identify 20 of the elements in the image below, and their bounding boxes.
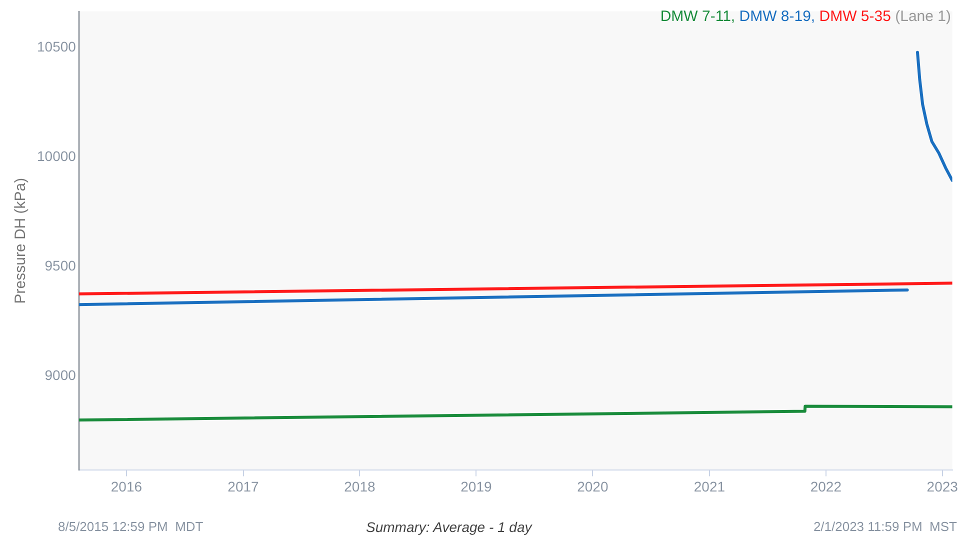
text: DMW 8-19,: [739, 8, 816, 25]
legend-title: (Lane 1): [894, 8, 951, 25]
x-tick-label: 2016: [110, 478, 142, 494]
x-tick-label: 2021: [694, 478, 726, 494]
text: Summary: Average - 1 day: [366, 519, 532, 535]
text: 2/1/2023 11:59 PM MST: [813, 519, 957, 534]
text: DMW 7-11,: [660, 8, 736, 25]
x-tick-label: 2017: [228, 478, 260, 494]
text: 8/5/2015 12:59 PM MDT: [58, 519, 204, 534]
x-tick-label: 2022: [810, 478, 842, 494]
x-tick-label: 2019: [460, 478, 492, 494]
y-tick-label: 9000: [44, 366, 76, 383]
x-tick-label: 2018: [344, 478, 376, 494]
x-tick-label: 2020: [577, 478, 608, 494]
y-tick-label: 10500: [36, 38, 76, 54]
x-tick-label: 2023: [926, 478, 958, 494]
y-tick-label: 10000: [36, 148, 76, 164]
text: DMW 5-35: [819, 8, 891, 25]
y-axis-title: Pressure DH (kPa): [12, 178, 30, 304]
y-tick-label: 9500: [44, 257, 76, 274]
